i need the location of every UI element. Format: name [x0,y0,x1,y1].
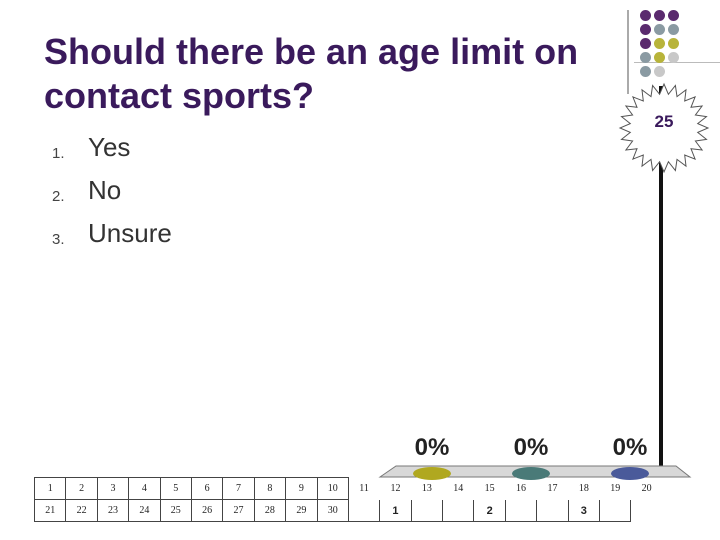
keypad-cell: 6 [190,477,224,500]
countdown-timer: 25 [654,112,674,131]
keypad-cell [347,499,381,522]
keypad-cell: 7 [222,477,255,500]
keypad-cell: 5 [159,477,192,500]
keypad-cell [442,499,475,522]
keypad-cell: 19 [610,483,621,494]
result-disc-1 [413,467,451,480]
dot-icon [654,24,665,35]
keypad-answer-2: 2 [473,499,506,522]
keypad-cell: 3 [96,477,130,500]
keypad-cell: 11 [359,483,369,494]
question-title: Should there be an age limit on contact … [44,30,624,118]
decorative-divider [627,10,629,94]
result-percent-1: 0% [414,434,450,461]
keypad-cell [536,499,569,522]
keypad-cell: 29 [285,499,318,522]
question-line-2: contact sports? [44,75,315,116]
dot-icon [654,66,665,77]
keypad-cell: 30 [316,499,349,522]
dot-icon [668,24,679,35]
option-label: Yes [88,132,131,162]
keypad-cell: 25 [159,499,192,522]
option-label: No [88,175,122,205]
dot-icon [640,24,651,35]
keypad-cell: 26 [190,499,224,522]
keypad-cell: 22 [65,499,98,522]
keypad-cell: 15 [484,483,495,494]
keypad-cell: 24 [128,499,161,522]
option-label: Unsure [88,218,172,248]
dot-icon [668,10,679,21]
dot-icon [640,66,651,77]
keypad-row-2: 21 22 23 24 25 26 27 28 29 30 1 2 3 [33,499,663,522]
result-percent-2: 0% [513,434,549,461]
keypad-cell: 14 [453,483,464,494]
result-disc-2 [512,467,550,480]
dot-icon [654,38,665,49]
keypad-cell [599,499,632,522]
keypad-cell: 23 [96,499,130,522]
countdown-starburst-icon [618,82,710,174]
decorative-divider [634,62,720,63]
keypad-cell: 9 [285,477,318,500]
keypad-answer-3: 3 [567,499,601,522]
dot-icon [654,52,665,63]
keypad-cell: 8 [253,477,287,500]
keypad-cell: 18 [578,483,589,494]
keypad-cell [504,499,538,522]
keypad-cell [631,500,662,522]
dot-icon [640,10,651,21]
timer-pole [659,86,663,470]
keypad-answer-1: 1 [379,499,412,522]
keypad-row-1: 1 2 3 4 5 6 7 8 9 10 11 12 13 14 15 16 1… [33,477,663,500]
dot-icon [668,38,679,49]
keypad-cell: 13 [421,483,432,494]
keypad-cell: 2 [65,477,98,500]
keypad-cell [410,499,444,522]
keypad-cell: 1 [33,477,67,500]
keypad-cell: 20 [641,483,652,494]
question-line-1: Should there be an age limit on [44,31,579,72]
dot-icon [640,52,651,63]
keypad-cell: 21 [33,499,67,522]
keypad-cell: 28 [253,499,287,522]
result-percent-3: 0% [612,434,648,461]
option-number: 3. [52,231,65,248]
option-number: 2. [52,188,65,205]
keypad-cell: 27 [222,499,255,522]
dot-icon [640,38,651,49]
keypad-grid: 1 2 3 4 5 6 7 8 9 10 11 12 13 14 15 16 1… [33,477,663,522]
result-disc-3 [611,467,649,480]
keypad-cell: 16 [516,483,527,494]
dot-icon [668,52,679,63]
keypad-cell: 10 [316,477,349,500]
keypad-cell: 12 [390,483,401,494]
keypad-cell: 4 [128,477,161,500]
dot-icon [654,10,665,21]
keypad-cell: 17 [547,483,558,494]
option-number: 1. [52,145,65,162]
